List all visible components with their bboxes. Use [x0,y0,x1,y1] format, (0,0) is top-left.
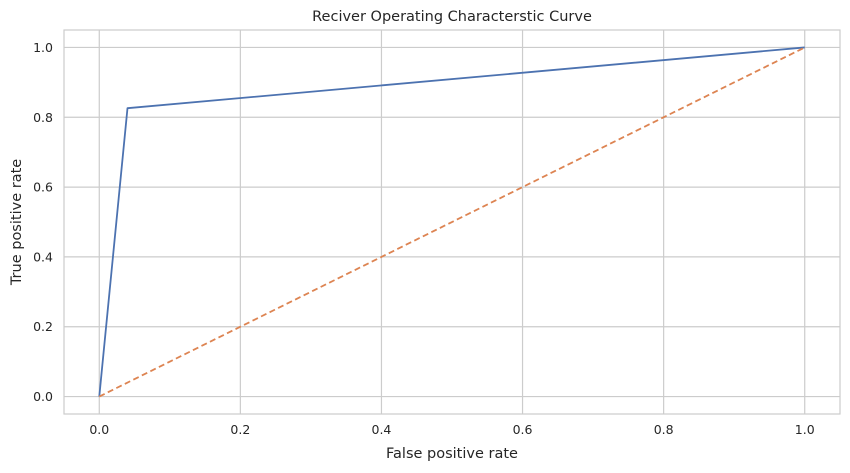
y-tick-label: 1.0 [33,40,53,55]
y-tick-label: 0.4 [33,249,53,264]
x-tick-label: 0.4 [372,422,392,437]
x-tick-label: 0.6 [513,422,533,437]
x-tick-labels: 0.0 0.2 0.4 0.6 0.8 1.0 [89,422,814,437]
roc-curve-line [98,46,805,397]
y-tick-label: 0.0 [33,389,53,404]
x-axis-label: False positive rate [386,446,518,462]
chance-diagonal-line [98,46,806,398]
y-tick-label: 0.6 [33,180,53,195]
plot-frame [63,29,841,415]
grid-lines [64,30,840,414]
y-axis-label: True positive rate [9,159,25,286]
y-tick-label: 0.2 [33,319,53,334]
x-tick-label: 0.2 [230,422,250,437]
x-tick-label: 1.0 [795,422,815,437]
x-tick-label: 0.8 [654,422,674,437]
x-tick-label: 0.0 [89,422,109,437]
y-tick-labels: 0.0 0.2 0.4 0.6 0.8 1.0 [33,40,53,404]
chart-title: Reciver Operating Characterstic Curve [312,9,592,25]
y-tick-label: 0.8 [33,110,53,125]
series-group [98,46,806,398]
